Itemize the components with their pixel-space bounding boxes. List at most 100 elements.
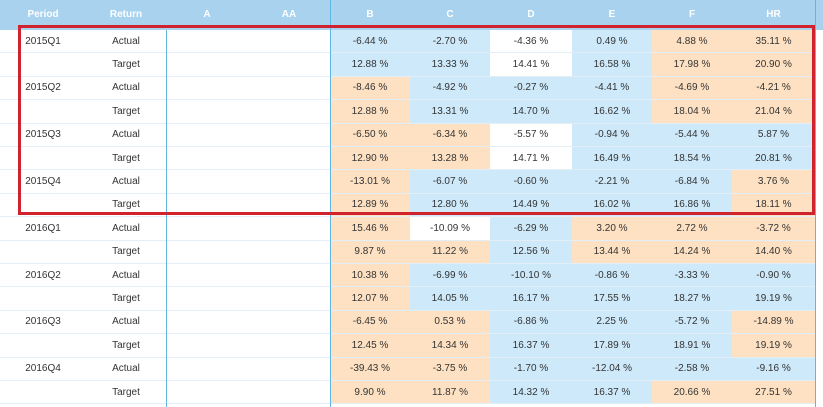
column-header-e[interactable]: E [608, 9, 616, 20]
value-cell-f[interactable]: 18.04 % [652, 100, 732, 124]
value-cell-f[interactable]: 16.86 % [652, 193, 732, 218]
cell-a[interactable] [166, 358, 248, 381]
cell-aa[interactable] [248, 217, 330, 241]
value-cell-b[interactable]: 12.89 % [330, 193, 410, 218]
value-cell-e[interactable]: -2.21 % [572, 170, 652, 194]
period-cell[interactable] [0, 287, 86, 311]
value-cell-b[interactable]: 10.38 % [330, 264, 410, 288]
value-cell-b[interactable]: 9.87 % [330, 240, 410, 264]
value-cell-b[interactable]: 12.45 % [330, 334, 410, 358]
column-header-b[interactable]: B [366, 9, 374, 20]
cell-a[interactable] [166, 217, 248, 241]
cell-aa[interactable] [248, 264, 330, 288]
value-cell-b[interactable]: -8.46 % [330, 76, 410, 101]
cell-aa[interactable] [248, 381, 330, 405]
value-cell-hr[interactable]: 5.87 % [732, 123, 815, 147]
period-cell[interactable]: 2015Q3 [0, 124, 86, 147]
period-cell[interactable]: 2016Q2 [0, 264, 86, 288]
value-cell-d[interactable]: -10.10 % [490, 264, 572, 288]
cell-aa[interactable] [248, 124, 330, 147]
value-cell-f[interactable]: 4.88 % [652, 30, 732, 54]
value-cell-d[interactable]: -6.86 % [490, 310, 572, 335]
value-cell-f[interactable]: 2.72 % [652, 217, 732, 241]
value-cell-d[interactable]: 14.41 % [490, 53, 572, 77]
cell-a[interactable] [166, 311, 248, 335]
value-cell-d[interactable]: -6.29 % [490, 217, 572, 241]
value-cell-hr[interactable]: 14.40 % [732, 240, 815, 264]
period-cell[interactable] [0, 334, 86, 358]
value-cell-c[interactable]: 13.33 % [410, 53, 490, 77]
period-cell[interactable] [0, 241, 86, 264]
value-cell-b[interactable]: -6.50 % [330, 123, 410, 147]
value-cell-e[interactable]: 17.55 % [572, 287, 652, 311]
cell-a[interactable] [166, 53, 248, 77]
cell-aa[interactable] [248, 194, 330, 218]
value-cell-c[interactable]: -10.09 % [410, 217, 490, 241]
value-cell-d[interactable]: -4.36 % [490, 30, 572, 54]
value-cell-hr[interactable]: 20.81 % [732, 147, 815, 171]
value-cell-c[interactable]: 13.31 % [410, 100, 490, 124]
column-header-period[interactable]: Period [27, 9, 59, 20]
cell-a[interactable] [166, 241, 248, 264]
value-cell-b[interactable]: 15.46 % [330, 217, 410, 241]
period-cell[interactable] [0, 147, 86, 171]
value-cell-e[interactable]: 16.02 % [572, 193, 652, 218]
return-cell[interactable]: Target [86, 381, 166, 405]
cell-a[interactable] [166, 170, 248, 194]
value-cell-b[interactable]: -39.43 % [330, 357, 410, 381]
period-cell[interactable] [0, 100, 86, 124]
column-header-f[interactable]: F [688, 9, 696, 20]
value-cell-c[interactable]: -6.99 % [410, 264, 490, 288]
value-cell-e[interactable]: 17.89 % [572, 334, 652, 358]
cell-a[interactable] [166, 287, 248, 311]
cell-a[interactable] [166, 194, 248, 218]
value-cell-e[interactable]: 2.25 % [572, 310, 652, 335]
value-cell-d[interactable]: 16.37 % [490, 334, 572, 358]
value-cell-f[interactable]: 17.98 % [652, 53, 732, 77]
column-header-aa[interactable]: AA [281, 9, 297, 20]
cell-aa[interactable] [248, 170, 330, 194]
value-cell-b[interactable]: -13.01 % [330, 170, 410, 194]
period-cell[interactable]: 2015Q1 [0, 30, 86, 54]
value-cell-b[interactable]: 9.90 % [330, 381, 410, 405]
value-cell-hr[interactable]: 35.11 % [732, 30, 815, 54]
return-cell[interactable]: Actual [86, 170, 166, 194]
value-cell-c[interactable]: -6.34 % [410, 123, 490, 147]
cell-aa[interactable] [248, 311, 330, 335]
value-cell-f[interactable]: -6.84 % [652, 170, 732, 194]
cell-aa[interactable] [248, 77, 330, 101]
value-cell-hr[interactable]: 19.19 % [732, 287, 815, 311]
value-cell-f[interactable]: 18.91 % [652, 334, 732, 358]
value-cell-hr[interactable]: -4.21 % [732, 76, 815, 101]
value-cell-c[interactable]: 14.34 % [410, 334, 490, 358]
return-cell[interactable]: Target [86, 100, 166, 124]
cell-a[interactable] [166, 77, 248, 101]
value-cell-e[interactable]: 16.62 % [572, 100, 652, 124]
cell-aa[interactable] [248, 30, 330, 54]
return-cell[interactable]: Actual [86, 124, 166, 147]
period-cell[interactable]: 2016Q1 [0, 217, 86, 241]
value-cell-hr[interactable]: 27.51 % [732, 381, 815, 405]
value-cell-c[interactable]: 13.28 % [410, 147, 490, 171]
cell-aa[interactable] [248, 100, 330, 124]
column-header-hr[interactable]: HR [766, 9, 781, 20]
return-cell[interactable]: Target [86, 241, 166, 264]
value-cell-d[interactable]: 14.32 % [490, 381, 572, 405]
cell-aa[interactable] [248, 287, 330, 311]
value-cell-f[interactable]: -2.58 % [652, 357, 732, 381]
period-cell[interactable]: 2016Q3 [0, 311, 86, 335]
value-cell-f[interactable]: 18.54 % [652, 147, 732, 171]
period-cell[interactable]: 2015Q2 [0, 77, 86, 101]
value-cell-f[interactable]: -3.33 % [652, 264, 732, 288]
cell-a[interactable] [166, 124, 248, 147]
return-cell[interactable]: Actual [86, 77, 166, 101]
value-cell-b[interactable]: -6.44 % [330, 30, 410, 54]
value-cell-hr[interactable]: 20.90 % [732, 53, 815, 77]
return-cell[interactable]: Actual [86, 217, 166, 241]
value-cell-f[interactable]: -4.69 % [652, 76, 732, 101]
column-header-return[interactable]: Return [109, 9, 143, 20]
value-cell-d[interactable]: -1.70 % [490, 357, 572, 381]
value-cell-d[interactable]: 14.71 % [490, 147, 572, 171]
value-cell-b[interactable]: 12.88 % [330, 100, 410, 124]
return-cell[interactable]: Actual [86, 30, 166, 54]
